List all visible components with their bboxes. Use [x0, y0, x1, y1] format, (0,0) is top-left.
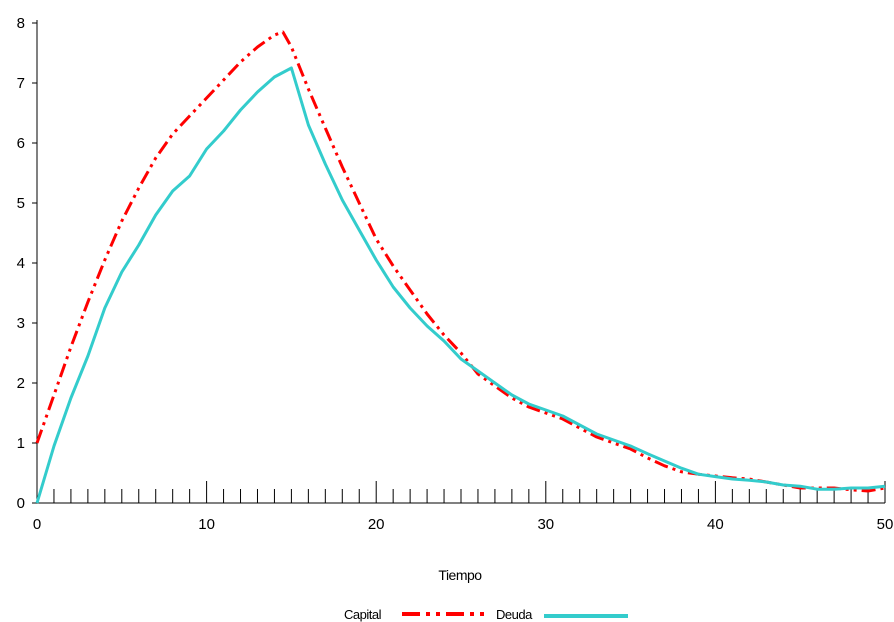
x-tick-label: 20	[368, 516, 385, 533]
series-line-capital	[35, 30, 886, 493]
series-line-deuda	[35, 66, 886, 504]
y-tick-label: 4	[17, 255, 25, 272]
y-tick-label: 1	[17, 435, 25, 452]
x-tick-label: 0	[33, 516, 41, 533]
y-tick-label: 5	[17, 195, 25, 212]
x-axis-title: Tiempo	[438, 567, 482, 583]
legend-label-capital: Capital	[344, 607, 382, 622]
y-tick-label: 2	[17, 375, 25, 392]
y-tick-label: 6	[17, 135, 25, 152]
legend: Capital Deuda	[344, 607, 628, 622]
series-layer	[35, 30, 886, 504]
x-tick-label: 40	[707, 516, 724, 533]
x-tick-label: 10	[198, 516, 215, 533]
y-tick-labels: 0 1 2 3 4 5 6 7 8	[17, 15, 25, 512]
y-tick-label: 7	[17, 75, 25, 92]
axes	[32, 20, 886, 504]
y-tick-label: 8	[17, 15, 25, 32]
x-tick-label: 50	[877, 516, 894, 533]
legend-label-deuda: Deuda	[496, 607, 533, 622]
y-tick-label: 3	[17, 315, 25, 332]
y-tick-label: 0	[17, 495, 25, 512]
x-tick-label: 30	[537, 516, 554, 533]
x-tick-labels: 0 10 20 30 40 50	[33, 516, 894, 533]
